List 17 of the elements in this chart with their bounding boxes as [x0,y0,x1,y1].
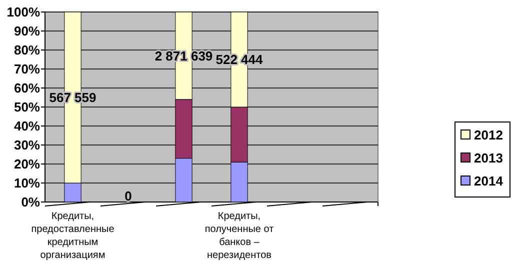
y-tick-label: 0% [21,194,40,210]
legend-label: 2014 [474,174,504,189]
x-tick-label: Кредиты, предоставленные кредитным организациям [31,211,115,261]
legend-label: 2013 [474,150,503,166]
annotation: 0 [124,188,132,204]
y-tick-label: 60% [14,80,40,96]
legend-label: 2012 [474,128,503,143]
y-tick-label: 100% [6,4,40,20]
y-tick-label: 40% [14,118,40,134]
y-tick-label: 30% [14,138,40,153]
y-tick-label: 90% [14,24,40,39]
y-tick-label: 50% [14,100,40,115]
y-tick-label: 80% [14,42,40,58]
x-tick-label: Кредиты, полученные от банков – нерезидентов [204,211,274,261]
y-tick-label: 10% [14,176,40,191]
y-tick-label: 70% [14,62,40,77]
y-tick-label: 20% [14,156,40,172]
